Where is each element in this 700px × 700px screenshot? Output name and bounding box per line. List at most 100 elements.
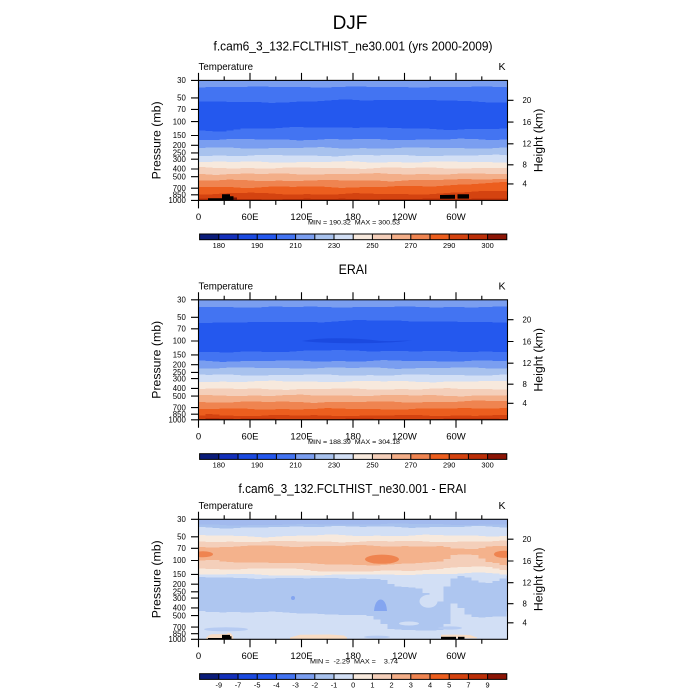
svg-text:120E: 120E (290, 432, 312, 443)
svg-text:MIN = 190.32 MAX = 300.53: MIN = 190.32 MAX = 300.53 (308, 219, 400, 226)
svg-text:60E: 60E (242, 651, 259, 662)
svg-text:8: 8 (523, 161, 527, 170)
svg-text:300: 300 (173, 155, 187, 164)
svg-text:f.cam6_3_132.FCLTHIST_ne30.001: f.cam6_3_132.FCLTHIST_ne30.001 (yrs 2000… (214, 40, 493, 54)
svg-text:1000: 1000 (168, 196, 186, 205)
svg-text:1000: 1000 (168, 416, 186, 425)
svg-text:MIN = -2.29 MAX = 3.74: MIN = -2.29 MAX = 3.74 (310, 659, 398, 666)
svg-text:0: 0 (196, 432, 201, 443)
svg-text:70: 70 (177, 105, 186, 114)
svg-text:230: 230 (328, 241, 340, 250)
svg-text:0: 0 (196, 651, 201, 662)
svg-text:850: 850 (173, 410, 187, 419)
svg-text:-4: -4 (273, 681, 280, 690)
svg-text:120E: 120E (290, 651, 312, 662)
svg-text:4: 4 (523, 180, 528, 189)
svg-text:180: 180 (213, 241, 225, 250)
svg-text:850: 850 (173, 629, 187, 638)
svg-text:8: 8 (523, 600, 527, 609)
svg-text:250: 250 (366, 461, 378, 470)
svg-text:1: 1 (370, 681, 374, 690)
svg-text:500: 500 (173, 611, 187, 620)
svg-text:200: 200 (173, 360, 187, 369)
svg-text:180: 180 (345, 432, 361, 443)
svg-text:120W: 120W (392, 212, 417, 223)
svg-text:4: 4 (428, 681, 432, 690)
svg-text:60W: 60W (446, 651, 466, 662)
svg-text:300: 300 (481, 461, 493, 470)
svg-text:Pressure (mb): Pressure (mb) (150, 540, 164, 618)
svg-text:100: 100 (173, 337, 187, 346)
svg-text:-9: -9 (216, 681, 223, 690)
svg-text:200: 200 (173, 141, 187, 150)
svg-text:500: 500 (173, 392, 187, 401)
svg-text:0: 0 (351, 681, 355, 690)
svg-text:ERAI: ERAI (339, 261, 368, 277)
svg-text:400: 400 (173, 165, 187, 174)
svg-text:50: 50 (177, 313, 186, 322)
svg-text:150: 150 (173, 351, 187, 360)
svg-text:250: 250 (173, 149, 187, 158)
svg-text:8: 8 (523, 380, 527, 389)
svg-text:120E: 120E (290, 212, 312, 223)
svg-text:16: 16 (523, 118, 532, 127)
svg-text:2: 2 (390, 681, 394, 690)
svg-text:MIN = 188.39 MAX = 304.18: MIN = 188.39 MAX = 304.18 (308, 439, 400, 446)
svg-text:850: 850 (173, 191, 187, 200)
svg-text:20: 20 (523, 316, 532, 325)
svg-text:3: 3 (409, 681, 413, 690)
svg-text:290: 290 (443, 241, 455, 250)
svg-text:30: 30 (177, 515, 186, 524)
svg-text:20: 20 (523, 535, 532, 544)
svg-text:30: 30 (177, 76, 186, 85)
svg-text:120W: 120W (392, 651, 417, 662)
svg-text:16: 16 (523, 337, 532, 346)
svg-text:f.cam6_3_132.FCLTHIST_ne30.001: f.cam6_3_132.FCLTHIST_ne30.001 - ERAI (239, 482, 467, 496)
svg-text:12: 12 (523, 359, 532, 368)
svg-text:70: 70 (177, 544, 186, 553)
svg-text:Height (km): Height (km) (532, 109, 546, 173)
svg-text:180: 180 (345, 651, 361, 662)
svg-text:270: 270 (405, 241, 417, 250)
svg-text:500: 500 (173, 172, 187, 181)
svg-text:300: 300 (173, 374, 187, 383)
svg-text:210: 210 (289, 461, 301, 470)
svg-text:150: 150 (173, 570, 187, 579)
svg-text:-2: -2 (312, 681, 319, 690)
svg-text:12: 12 (523, 579, 532, 588)
svg-text:270: 270 (405, 461, 417, 470)
svg-text:300: 300 (481, 241, 493, 250)
svg-text:700: 700 (173, 184, 187, 193)
svg-text:100: 100 (173, 556, 187, 565)
svg-text:180: 180 (345, 212, 361, 223)
svg-text:K: K (498, 500, 505, 512)
svg-text:K: K (498, 280, 505, 292)
svg-text:400: 400 (173, 604, 187, 613)
svg-text:K: K (498, 61, 505, 73)
svg-text:60E: 60E (242, 432, 259, 443)
svg-text:Temperature: Temperature (199, 500, 254, 512)
svg-text:Pressure (mb): Pressure (mb) (150, 101, 164, 179)
svg-text:9: 9 (486, 681, 490, 690)
svg-text:-1: -1 (331, 681, 338, 690)
svg-text:60W: 60W (446, 212, 466, 223)
svg-text:-7: -7 (235, 681, 242, 690)
svg-text:290: 290 (443, 461, 455, 470)
svg-text:100: 100 (173, 117, 187, 126)
svg-text:20: 20 (523, 96, 532, 105)
svg-text:5: 5 (447, 681, 451, 690)
svg-text:4: 4 (523, 619, 528, 628)
svg-text:4: 4 (523, 399, 528, 408)
svg-text:400: 400 (173, 384, 187, 393)
svg-text:16: 16 (523, 557, 532, 566)
svg-text:DJF: DJF (333, 13, 368, 34)
svg-text:250: 250 (173, 368, 187, 377)
svg-text:190: 190 (251, 241, 263, 250)
svg-text:300: 300 (173, 594, 187, 603)
svg-text:230: 230 (328, 461, 340, 470)
svg-text:Temperature: Temperature (199, 280, 254, 292)
svg-text:120W: 120W (392, 432, 417, 443)
svg-text:-5: -5 (254, 681, 261, 690)
svg-text:200: 200 (173, 580, 187, 589)
svg-text:Height (km): Height (km) (532, 548, 546, 612)
